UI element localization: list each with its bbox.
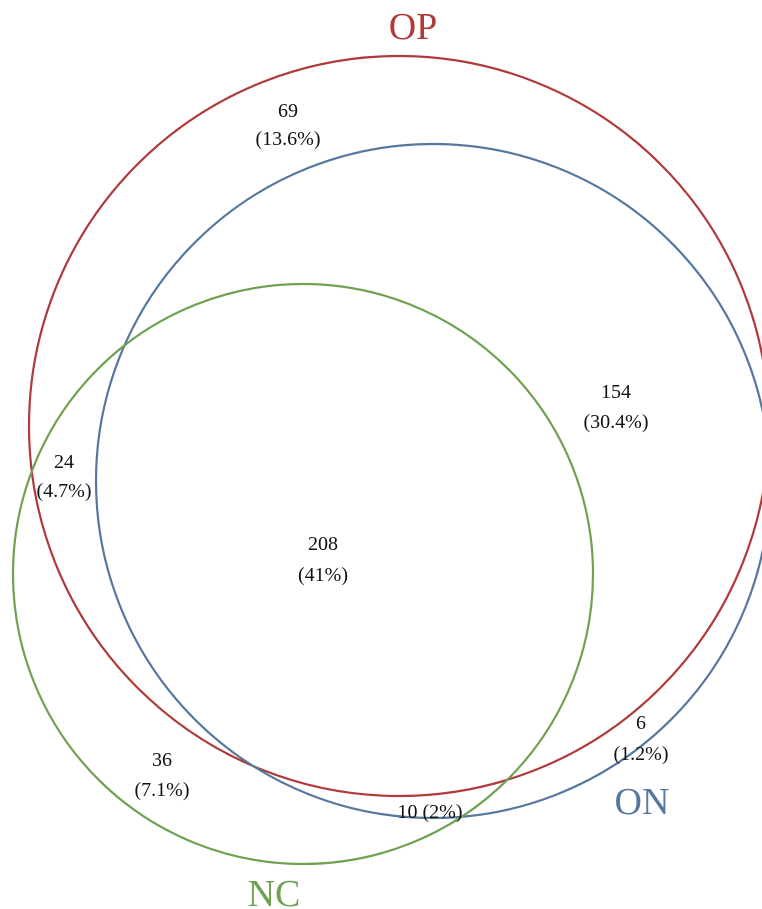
region-nc-only-percent: (7.1%)	[135, 779, 190, 801]
set-label-op: OP	[389, 6, 438, 48]
region-on-only: 6 (1.2%)	[614, 712, 669, 765]
set-label-on: ON	[615, 781, 670, 823]
region-op-nc-count: 24	[54, 451, 74, 473]
region-op-nc-percent: (4.7%)	[37, 480, 92, 502]
region-op-on-count: 154	[601, 381, 631, 403]
region-nc-only-count: 36	[152, 749, 172, 771]
region-op-on: 154 (30.4%)	[584, 381, 649, 433]
region-op-only-percent: (13.6%)	[256, 128, 321, 150]
region-all-three-percent: (41%)	[298, 564, 348, 586]
region-all-three-count: 208	[308, 533, 338, 555]
region-on-only-percent: (1.2%)	[614, 743, 669, 765]
region-all-three: 208 (41%)	[298, 533, 348, 586]
circle-on	[95, 143, 762, 819]
circle-op	[28, 55, 762, 797]
region-on-only-count: 6	[636, 712, 646, 734]
region-on-nc: 10 (2%)	[398, 801, 463, 823]
region-op-nc: 24 (4.7%)	[37, 451, 92, 502]
set-label-nc: NC	[248, 873, 301, 909]
region-nc-only: 36 (7.1%)	[135, 749, 190, 801]
region-op-only: 69 (13.6%)	[256, 100, 321, 150]
circle-nc	[11, 282, 595, 866]
region-op-on-percent: (30.4%)	[584, 411, 649, 433]
region-op-only-count: 69	[278, 100, 298, 122]
